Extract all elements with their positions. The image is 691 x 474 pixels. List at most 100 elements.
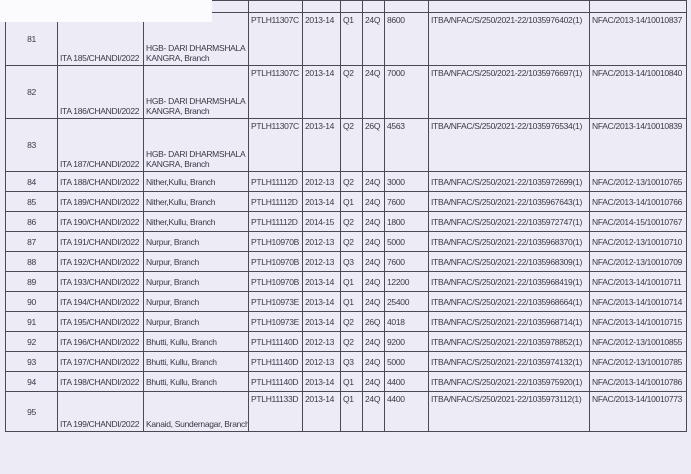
q-text: Q1 — [343, 376, 354, 387]
cell-branch: Nurpur, Branch — [143, 311, 249, 332]
branch-text: Bhutti, Kullu, Branch — [146, 356, 217, 367]
cell-sno: 84 — [5, 171, 58, 192]
q-text: Q2 — [343, 236, 354, 247]
cell-year: 2013-14 — [302, 118, 341, 172]
table-row: 87 ITA 191/CHANDI/2022 Nurpur, Branch PTLH1… — [5, 231, 687, 252]
pan-text: PTLH11112D — [251, 196, 298, 207]
q-text: Q1 — [343, 394, 354, 404]
header-cell — [340, 0, 363, 13]
form-text: 24Q — [365, 336, 381, 347]
table-body: 81 ITA 185/CHANDI/2022 HGB- DARI DHARMSHAL… — [5, 0, 687, 432]
branch-text: Nurpur, Branch — [146, 296, 199, 307]
ita-text: ITA 185/CHANDI/2022 — [60, 53, 140, 63]
nfac-text: NFAC/2012-13/10010710 — [592, 236, 683, 247]
cell-year: 2014-15 — [302, 211, 341, 232]
cell-form: 24Q — [362, 191, 385, 212]
pan-text: PTLH10970B — [251, 236, 300, 247]
year-text: 2013-14 — [305, 296, 335, 307]
din-text: ITBA/NFAC/S/250/2021-22/1035968419(1) — [431, 276, 582, 287]
table-row: 85 ITA 189/CHANDI/2022 Nither,Kullu, Branc… — [5, 191, 687, 212]
cell-q: Q1 — [340, 12, 363, 66]
cell-din: ITBA/NFAC/S/250/2021-22/1035973112(1) — [428, 391, 590, 432]
year-text: 2012-13 — [305, 336, 335, 347]
form-text: 24Q — [365, 394, 381, 404]
cell-form: 24Q — [362, 271, 385, 292]
cell-nfac: NFAC/2013-14/10010714 — [589, 291, 687, 312]
cell-amount: 4400 — [384, 371, 429, 392]
cell-sno: 94 — [5, 371, 58, 392]
q-text: Q1 — [343, 276, 354, 287]
year-text: 2012-13 — [305, 356, 335, 367]
form-text: 24Q — [365, 176, 381, 187]
cell-din: ITBA/NFAC/S/250/2021-22/1035968714(1) — [428, 311, 590, 332]
branch-text: Kanaid, Sundernagar, Branch — [146, 419, 249, 429]
cell-amount: 7600 — [384, 191, 429, 212]
sno-text: 92 — [27, 336, 36, 347]
year-text: 2013-14 — [305, 68, 335, 78]
q-text: Q1 — [343, 15, 354, 25]
cell-pan: PTLH11140D — [248, 331, 303, 352]
year-text: 2012-13 — [305, 176, 335, 187]
pan-text: PTLH11140D — [251, 336, 299, 347]
cell-nfac: NFAC/2014-15/10010767 — [589, 211, 687, 232]
cell-sno: 87 — [5, 231, 58, 252]
cell-pan: PTLH11307C — [248, 12, 303, 66]
cell-branch: Nurpur, Branch — [143, 271, 249, 292]
cell-sno: 82 — [5, 65, 58, 119]
cell-pan: PTLH11140D — [248, 371, 303, 392]
sno-text: 87 — [27, 236, 36, 247]
form-text: 26Q — [365, 316, 381, 327]
table-row: 94 ITA 198/CHANDI/2022 Bhutti, Kullu, Bran… — [5, 371, 687, 392]
cell-form: 24Q — [362, 371, 385, 392]
form-text: 24Q — [365, 356, 381, 367]
header-cell — [589, 0, 687, 13]
din-text: ITBA/NFAC/S/250/2021-22/1035968309(1) — [431, 256, 582, 267]
amount-text: 25400 — [387, 296, 410, 307]
cell-nfac: NFAC/2013-14/10010766 — [589, 191, 687, 212]
cell-branch: Nurpur, Branch — [143, 291, 249, 312]
pan-text: PTLH11307C — [251, 121, 299, 131]
cell-ita: ITA 197/CHANDI/2022 — [57, 351, 144, 372]
cell-sno: 90 — [5, 291, 58, 312]
q-text: Q2 — [343, 176, 354, 187]
cell-din: ITBA/NFAC/S/250/2021-22/1035968419(1) — [428, 271, 590, 292]
cell-nfac: NFAC/2013-14/10010711 — [589, 271, 687, 292]
table-row: 86 ITA 190/CHANDI/2022 Nither,Kullu, Branc… — [5, 211, 687, 232]
ita-text: ITA 190/CHANDI/2022 — [60, 216, 140, 227]
cell-year: 2013-14 — [302, 391, 341, 432]
cell-year: 2012-13 — [302, 251, 341, 272]
cell-din: ITBA/NFAC/S/250/2021-22/1035967643(1) — [428, 191, 590, 212]
cell-sno: 91 — [5, 311, 58, 332]
din-text: ITBA/NFAC/S/250/2021-22/1035968664(1) — [431, 296, 582, 307]
ita-text: ITA 191/CHANDI/2022 — [60, 236, 140, 247]
cell-branch: Nither,Kullu, Branch — [143, 171, 249, 192]
q-text: Q2 — [343, 336, 354, 347]
table-row: 95 ITA 199/CHANDI/2022 Kanaid, Sundernagar… — [5, 391, 687, 432]
sno-text: 95 — [27, 406, 36, 417]
q-text: Q3 — [343, 356, 354, 367]
cell-din: ITBA/NFAC/S/250/2021-22/1035975920(1) — [428, 371, 590, 392]
nfac-text: NFAC/2013-14/10010773 — [592, 394, 683, 404]
din-text: ITBA/NFAC/S/250/2021-22/1035972699(1) — [431, 176, 582, 187]
header-cell — [362, 0, 385, 13]
nfac-text: NFAC/2012-13/10010785 — [592, 356, 683, 367]
sno-text: 90 — [27, 296, 36, 307]
branch-text: HGB- DARI DHARMSHALA KANGRA, Branch — [146, 96, 245, 116]
cell-form: 26Q — [362, 311, 385, 332]
pan-text: PTLH11307C — [251, 68, 299, 78]
form-text: 24Q — [365, 236, 381, 247]
q-text: Q2 — [343, 316, 354, 327]
header-cell — [428, 0, 590, 13]
din-text: ITBA/NFAC/S/250/2021-22/1035976402(1) — [431, 15, 582, 25]
cell-nfac: NFAC/2013-14/10010839 — [589, 118, 687, 172]
q-text: Q1 — [343, 196, 354, 207]
cell-q: Q1 — [340, 291, 363, 312]
cell-din: ITBA/NFAC/S/250/2021-22/1035968664(1) — [428, 291, 590, 312]
sno-text: 93 — [27, 356, 36, 367]
cell-q: Q2 — [340, 231, 363, 252]
cell-year: 2013-14 — [302, 12, 341, 66]
ita-text: ITA 192/CHANDI/2022 — [60, 256, 140, 267]
q-text: Q2 — [343, 68, 354, 78]
cell-branch: Bhutti, Kullu, Branch — [143, 331, 249, 352]
cell-sno: 85 — [5, 191, 58, 212]
